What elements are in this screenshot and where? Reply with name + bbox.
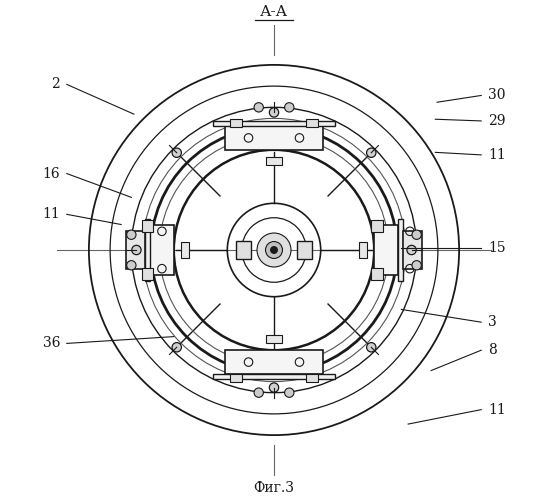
Bar xyxy=(141,220,153,232)
Circle shape xyxy=(257,233,291,267)
Circle shape xyxy=(412,230,421,239)
Bar xyxy=(266,156,282,165)
Circle shape xyxy=(367,148,376,158)
Text: 11: 11 xyxy=(488,402,506,416)
Bar xyxy=(359,242,367,258)
Bar xyxy=(306,119,318,127)
Text: 8: 8 xyxy=(488,343,496,357)
Circle shape xyxy=(269,383,279,392)
Bar xyxy=(145,220,150,280)
Bar xyxy=(266,335,282,344)
Circle shape xyxy=(269,108,279,117)
Circle shape xyxy=(412,260,421,270)
Bar xyxy=(236,240,251,260)
Bar xyxy=(371,220,383,232)
Bar xyxy=(141,268,153,280)
Bar xyxy=(126,232,145,268)
Bar xyxy=(230,119,242,127)
Bar xyxy=(181,242,189,258)
Circle shape xyxy=(254,388,264,398)
Text: 30: 30 xyxy=(488,88,505,102)
Bar xyxy=(213,121,335,126)
Text: А-А: А-А xyxy=(260,5,288,19)
Bar xyxy=(150,226,174,274)
Text: 2: 2 xyxy=(52,78,60,92)
Circle shape xyxy=(172,148,181,158)
Circle shape xyxy=(266,242,282,258)
Text: 36: 36 xyxy=(43,336,60,350)
Circle shape xyxy=(127,260,136,270)
Circle shape xyxy=(132,246,141,254)
Circle shape xyxy=(284,102,294,112)
Bar xyxy=(306,374,318,382)
Text: 16: 16 xyxy=(42,166,60,180)
Circle shape xyxy=(407,246,416,254)
Circle shape xyxy=(367,342,376,352)
Circle shape xyxy=(254,102,264,112)
Text: 29: 29 xyxy=(488,114,505,128)
Bar xyxy=(371,268,383,280)
Text: 11: 11 xyxy=(42,208,60,222)
Text: 11: 11 xyxy=(488,148,506,162)
Bar xyxy=(225,126,323,150)
Circle shape xyxy=(127,230,136,239)
Text: 3: 3 xyxy=(488,315,496,329)
Circle shape xyxy=(284,388,294,398)
Circle shape xyxy=(271,246,277,254)
Bar xyxy=(403,232,422,268)
Text: Фиг.3: Фиг.3 xyxy=(254,481,294,495)
Bar xyxy=(398,220,403,280)
Bar xyxy=(213,374,335,379)
Bar xyxy=(230,374,242,382)
Bar xyxy=(225,350,323,374)
Bar xyxy=(374,226,398,274)
Text: 15: 15 xyxy=(488,242,506,256)
Circle shape xyxy=(172,342,181,352)
Bar xyxy=(297,240,312,260)
